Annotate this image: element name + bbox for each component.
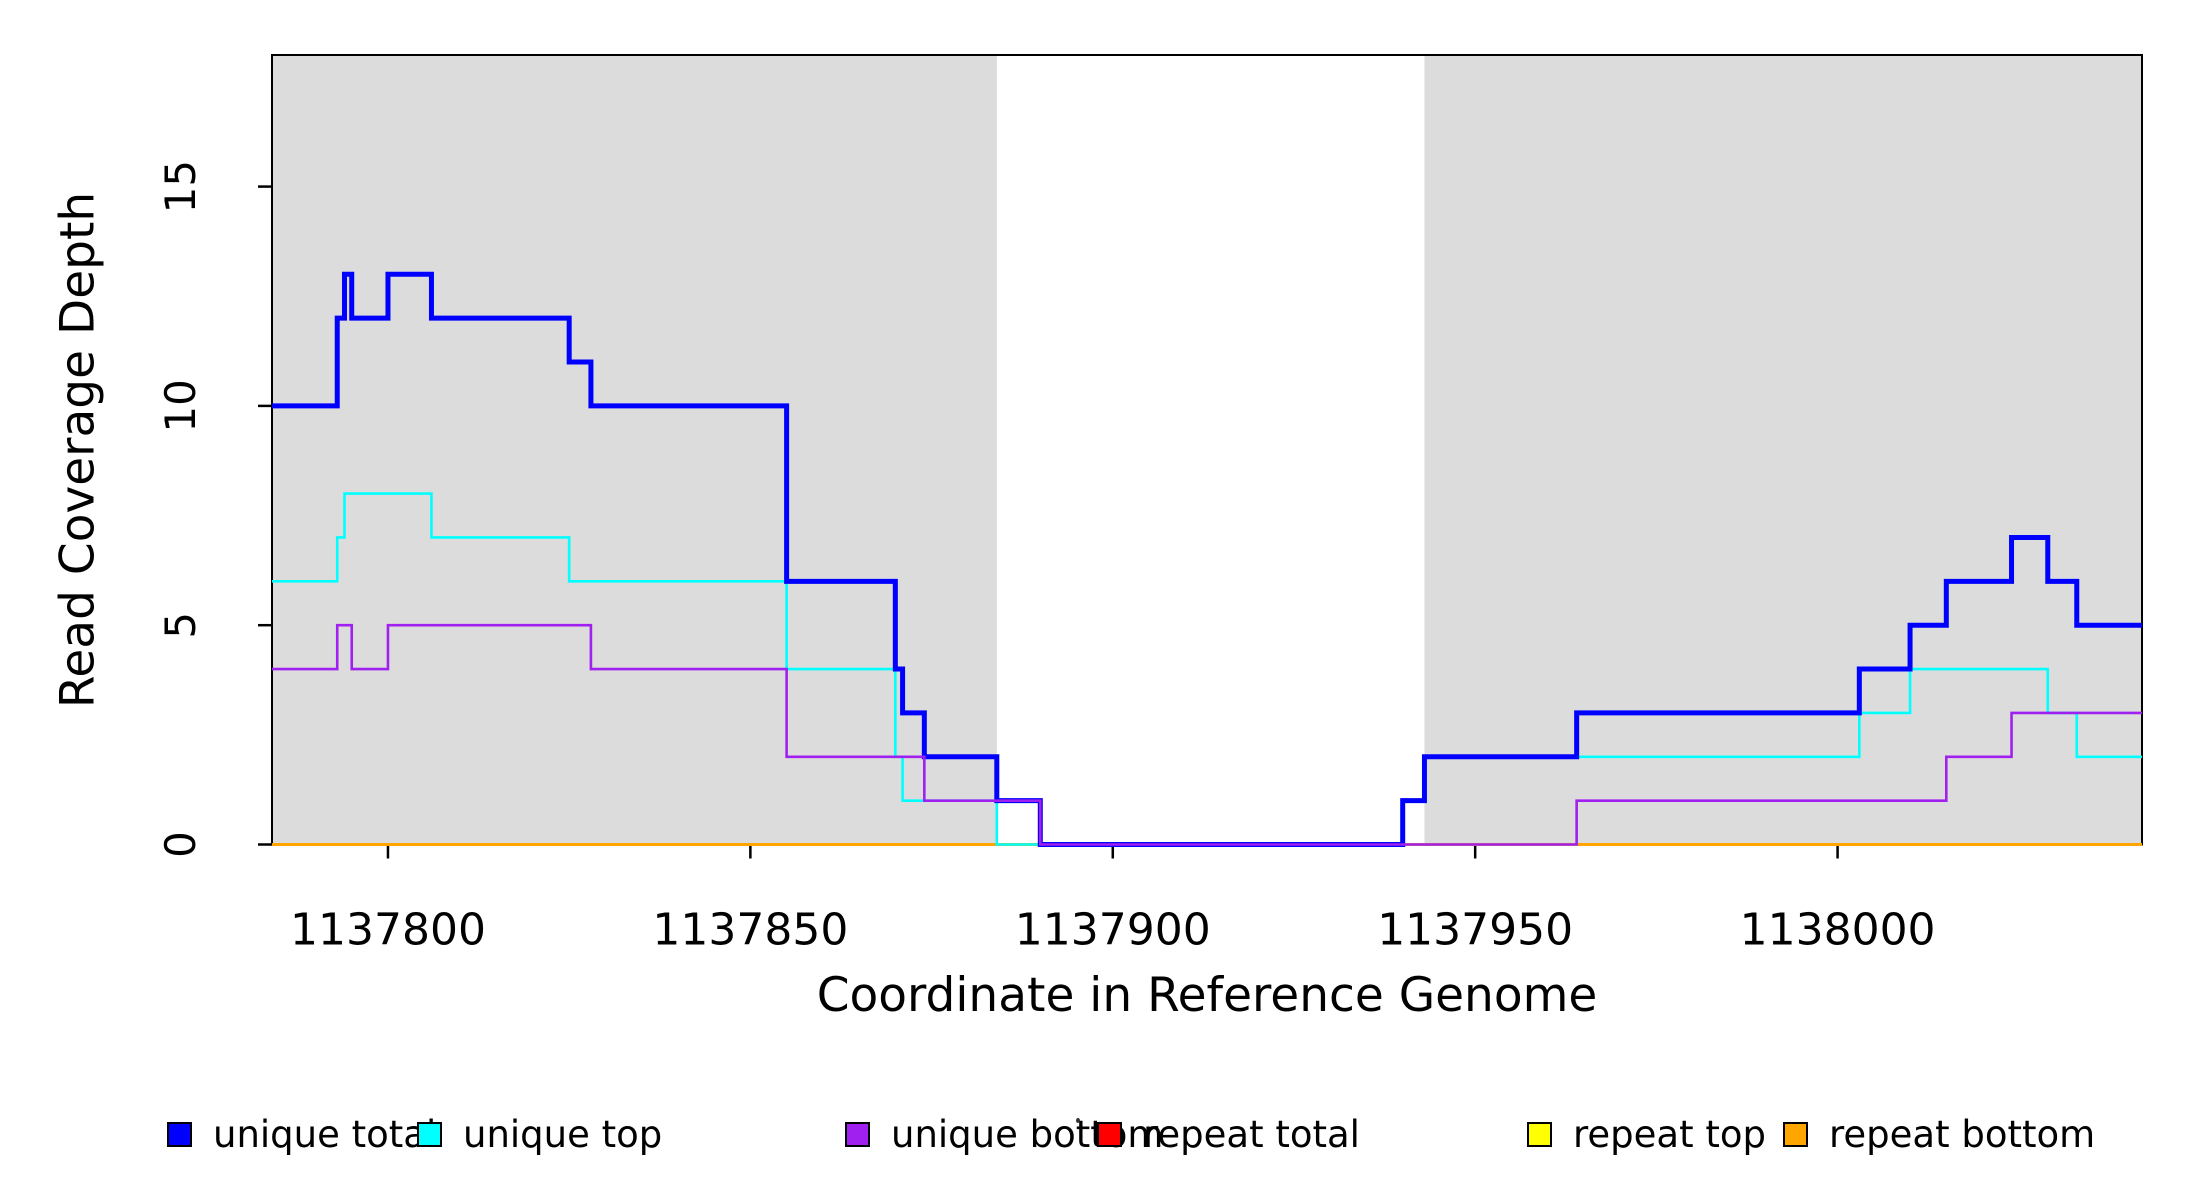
legend-label: unique total <box>213 1113 437 1156</box>
shaded-region <box>1424 55 2142 845</box>
repeat-total-swatch-icon <box>1097 1122 1122 1147</box>
x-tick-label: 1137800 <box>290 905 486 956</box>
legend-label: unique top <box>463 1113 663 1156</box>
x-tick-label: 1137850 <box>652 905 848 956</box>
y-axis-title: Read Coverage Depth <box>50 191 106 709</box>
legend-item-repeat-total: repeat total <box>1097 1113 1360 1156</box>
legend: unique total unique top unique bottom re… <box>0 0 2200 1156</box>
legend-item-repeat-top: repeat top <box>1527 1113 1766 1156</box>
unique-top-swatch-icon <box>417 1122 442 1147</box>
y-tick-label: 15 <box>156 160 205 213</box>
stray-dot <box>1076 1118 1080 1123</box>
x-tick-label: 1138000 <box>1740 905 1936 956</box>
unique-bottom-swatch-icon <box>845 1122 870 1147</box>
legend-label: repeat total <box>1143 1113 1360 1156</box>
shaded-region <box>272 55 997 845</box>
legend-item-unique-top: unique top <box>417 1113 662 1156</box>
legend-item-unique-total: unique total <box>167 1113 436 1156</box>
legend-label: repeat top <box>1573 1113 1766 1156</box>
y-tick-label: 0 <box>156 831 205 858</box>
x-axis-title: Coordinate in Reference Genome <box>816 968 1598 1023</box>
repeat-top-swatch-icon <box>1527 1122 1552 1147</box>
x-tick-label: 1137900 <box>1015 905 1211 956</box>
legend-label: repeat bottom <box>1829 1113 2096 1156</box>
y-tick-label: 5 <box>156 612 205 639</box>
x-tick-label: 1137950 <box>1377 905 1573 956</box>
legend-item-repeat-bottom: repeat bottom <box>1783 1113 2095 1156</box>
y-tick-label: 10 <box>156 379 205 432</box>
repeat-bottom-swatch-icon <box>1783 1122 1808 1147</box>
series-line-unique-bottom <box>272 623 2142 846</box>
series-line-unique-total <box>272 271 2142 847</box>
unique-total-swatch-icon <box>167 1122 192 1147</box>
